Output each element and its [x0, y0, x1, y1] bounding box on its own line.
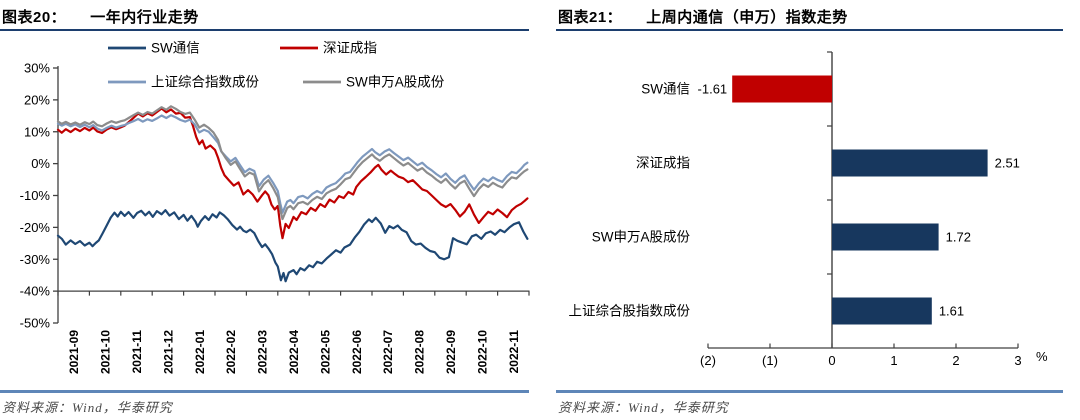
bar-chart: (2) (1) 0 1 2 3 % SW通信 -1.61 深证成指 2.51 SW申万A股成份 1.72…: [569, 51, 1048, 368]
bar-row: 深证成指 2.51: [636, 149, 1020, 177]
figure-20-label: 图表20：: [2, 9, 67, 26]
bar-category-label: 深证成指: [636, 156, 690, 171]
series-line-上证综合指数成份: [56, 114, 529, 214]
bar-category-label: SW申万A股成份: [592, 230, 691, 245]
figure-21-title-rule: [556, 29, 1063, 31]
y-axis-tick-label: -10%: [20, 188, 51, 203]
figure-20-header: 图表20： 一年内行业走势: [2, 6, 199, 27]
figure-20-source-rule: [0, 390, 529, 393]
x-axis-month-label: 2022-10: [475, 330, 489, 374]
line-chart: 30% 20% 10% 0% -10% -20% -30% -40% -50% 2021-09 20…: [20, 41, 530, 374]
bar-value-label: 1.61: [939, 304, 964, 319]
x-axis-tick-label: (1): [762, 353, 778, 368]
bar-value-label: -1.61: [698, 82, 728, 97]
figure-21-source-rule: [556, 390, 1063, 393]
x-axis-month-label: 2021-09: [67, 330, 81, 374]
x-axis-month-label: 2022-06: [350, 330, 364, 374]
figure-21-label: 图表21：: [558, 9, 623, 26]
x-axis-tick-label: 2: [952, 353, 959, 368]
x-axis-month-label: 2022-02: [224, 330, 238, 374]
y-axis-tick-label: -20%: [20, 220, 51, 235]
x-axis-tick-label: (2): [700, 353, 716, 368]
x-axis-month-label: 2022-09: [444, 330, 458, 374]
x-axis-unit-label: %: [1036, 349, 1048, 364]
legend-label: 深证成指: [323, 41, 377, 56]
legend-item-SW通信: SW通信: [108, 41, 200, 56]
bar-value-label: 2.51: [995, 156, 1020, 171]
x-axis-month-label: 2022-07: [381, 330, 395, 374]
figure-20-source: 资料来源：Wind，华泰研究: [2, 400, 173, 415]
legend-label: SW申万A股成份: [346, 75, 445, 90]
x-axis-month-label: 2022-01: [193, 330, 207, 374]
legend-item-深证成指: 深证成指: [280, 41, 377, 56]
bar-SW通信: [732, 75, 832, 103]
y-axis-tick-label: 30%: [24, 61, 50, 76]
legend-label: 上证综合指数成份: [151, 75, 259, 90]
figure-20-title: 一年内行业走势: [90, 9, 199, 26]
y-axis-tick-label: -30%: [20, 252, 51, 267]
figure-20-title-rule: [0, 29, 529, 31]
y-axis-tick-label: 10%: [24, 124, 50, 139]
legend-item-上证综合指数成份: 上证综合指数成份: [108, 75, 259, 90]
x-axis-month-label: 2021-12: [161, 330, 175, 374]
x-axis-tick-label: 0: [828, 353, 835, 368]
y-axis-tick-label: 0%: [31, 156, 50, 171]
x-axis-month-label: 2022-11: [507, 330, 521, 374]
bar-SW申万A股成份: [832, 223, 939, 251]
figure-21-source: 资料来源：Wind，华泰研究: [558, 400, 729, 415]
x-axis-tick-label: 1: [890, 353, 897, 368]
legend-item-SW申万A股成份: SW申万A股成份: [303, 75, 445, 90]
x-axis-month-label: 2022-08: [413, 330, 427, 374]
x-axis-month-label: 2022-05: [318, 330, 332, 374]
x-axis-month-label: 2022-04: [287, 330, 301, 374]
series-line-深证成指: [56, 107, 529, 240]
bar-category-label: SW通信: [641, 82, 690, 97]
x-axis-tick-label: 3: [1014, 353, 1021, 368]
y-axis-tick-label: -40%: [20, 284, 51, 299]
series-line-SW申万A股成份: [56, 105, 529, 221]
bar-category-label: 上证综合股指数成份: [569, 304, 691, 319]
y-axis-tick-label: 20%: [24, 92, 50, 107]
x-axis-month-label: 2022-03: [256, 330, 270, 374]
legend-label: SW通信: [151, 41, 200, 56]
bar-row: SW申万A股成份 1.72: [592, 223, 971, 251]
figure-21-panel: 图表21： 上周内通信（申万）指数走势 (2) (1) 0 1 2 3% SW通信 -1.61 深…: [556, 0, 1080, 420]
figure-21-title: 上周内通信（申万）指数走势: [646, 9, 848, 26]
figure-21-header: 图表21： 上周内通信（申万）指数走势: [558, 6, 848, 27]
bar-上证综合股指数成份: [832, 297, 932, 325]
x-axis-month-label: 2021-10: [99, 330, 113, 374]
bar-value-label: 1.72: [946, 230, 971, 245]
x-axis-month-label: 2021-11: [130, 330, 144, 374]
series-line-SW通信: [56, 209, 529, 283]
bar-深证成指: [832, 149, 988, 177]
bar-row: 上证综合股指数成份 1.61: [569, 297, 964, 325]
bar-row: SW通信 -1.61: [641, 75, 832, 103]
figure-20-panel: 图表20： 一年内行业走势 30% 20% 10% 0% -10% -20% -30% -40%…: [0, 6, 530, 415]
y-axis-tick-label: -50%: [20, 316, 51, 331]
